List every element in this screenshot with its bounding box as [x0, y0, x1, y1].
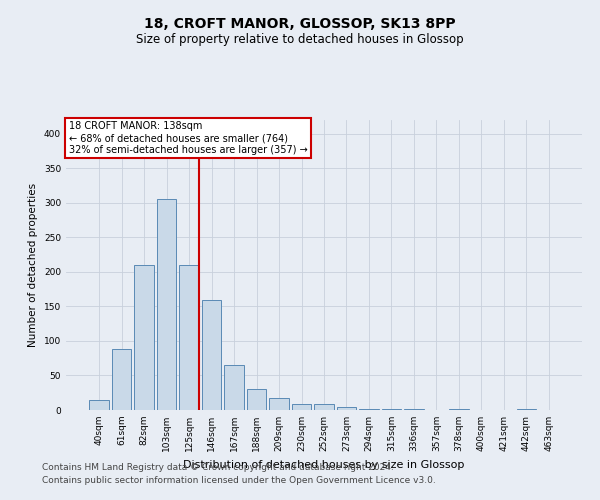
- Bar: [134, 265, 154, 410]
- Text: Contains HM Land Registry data © Crown copyright and database right 2024.: Contains HM Land Registry data © Crown c…: [42, 464, 394, 472]
- Bar: [269, 398, 289, 410]
- Bar: [157, 200, 176, 410]
- Bar: [112, 349, 131, 410]
- Text: 18, CROFT MANOR, GLOSSOP, SK13 8PP: 18, CROFT MANOR, GLOSSOP, SK13 8PP: [144, 18, 456, 32]
- Bar: [314, 404, 334, 410]
- Bar: [179, 265, 199, 410]
- Bar: [449, 408, 469, 410]
- Text: Contains public sector information licensed under the Open Government Licence v3: Contains public sector information licen…: [42, 476, 436, 485]
- Bar: [292, 404, 311, 410]
- Bar: [337, 406, 356, 410]
- Bar: [382, 408, 401, 410]
- Y-axis label: Number of detached properties: Number of detached properties: [28, 183, 38, 347]
- Bar: [89, 400, 109, 410]
- X-axis label: Distribution of detached houses by size in Glossop: Distribution of detached houses by size …: [184, 460, 464, 469]
- Bar: [202, 300, 221, 410]
- Text: 18 CROFT MANOR: 138sqm
← 68% of detached houses are smaller (764)
32% of semi-de: 18 CROFT MANOR: 138sqm ← 68% of detached…: [68, 122, 307, 154]
- Bar: [517, 408, 536, 410]
- Bar: [247, 390, 266, 410]
- Bar: [224, 365, 244, 410]
- Text: Size of property relative to detached houses in Glossop: Size of property relative to detached ho…: [136, 32, 464, 46]
